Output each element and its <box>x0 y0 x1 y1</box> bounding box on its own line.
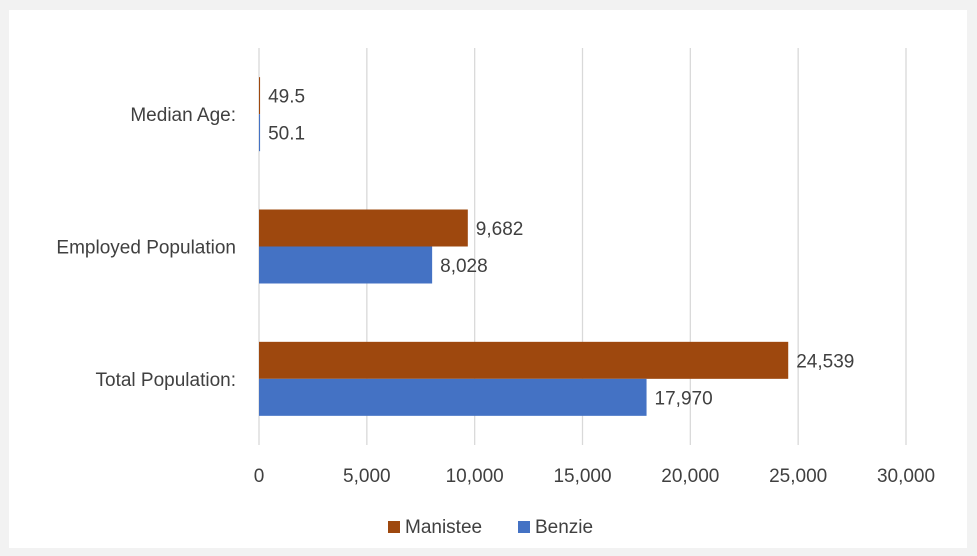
data-label: 17,970 <box>655 388 713 409</box>
legend-swatch-manistee <box>388 521 400 533</box>
x-tick-label: 30,000 <box>877 466 935 487</box>
bar-benzie <box>259 246 433 284</box>
category-label: Employed Population <box>56 238 236 259</box>
x-tick-label: 25,000 <box>769 466 827 487</box>
bar-benzie <box>259 378 647 416</box>
category-label: Total Population: <box>96 370 237 391</box>
data-label: 9,682 <box>476 219 524 240</box>
data-label: 50.1 <box>268 124 305 145</box>
data-labels: 49.5 50.1 9,682 8,028 24,539 17,970 <box>268 87 854 410</box>
legend-swatch-benzie <box>518 521 530 533</box>
legend-label: Benzie <box>535 517 593 538</box>
bar-benzie <box>259 114 261 152</box>
x-axis: 0 5,000 10,000 15,000 20,000 25,000 30,000 <box>254 466 935 487</box>
x-tick-label: 0 <box>254 466 265 487</box>
data-label: 49.5 <box>268 87 305 108</box>
data-label: 8,028 <box>440 256 488 277</box>
data-label: 24,539 <box>796 351 854 372</box>
bar-manistee <box>259 77 261 115</box>
y-axis: Median Age: Employed Population Total Popu… <box>56 105 236 391</box>
chart-frame <box>9 10 967 548</box>
bar-manistee <box>259 209 468 247</box>
x-tick-label: 20,000 <box>661 466 719 487</box>
legend-label: Manistee <box>405 517 482 538</box>
x-tick-label: 10,000 <box>446 466 504 487</box>
x-tick-label: 5,000 <box>343 466 391 487</box>
bar-manistee <box>259 341 789 379</box>
bars <box>259 77 789 416</box>
x-tick-label: 15,000 <box>553 466 611 487</box>
category-label: Median Age: <box>130 105 236 126</box>
legend: Manistee Benzie <box>388 517 593 538</box>
